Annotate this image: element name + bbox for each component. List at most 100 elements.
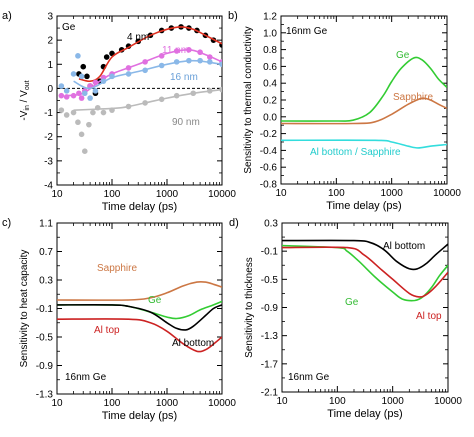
data-point bbox=[78, 73, 85, 80]
series-16-nm bbox=[58, 53, 222, 101]
x-tick-label: 10 bbox=[51, 398, 63, 409]
series-label: 11 nm bbox=[162, 45, 189, 56]
data-point bbox=[63, 88, 70, 94]
y-tick-label: -2.1 bbox=[261, 388, 279, 399]
data-point bbox=[70, 71, 77, 77]
panel-label: d) bbox=[229, 217, 239, 229]
x-tick-label: 100 bbox=[329, 396, 346, 407]
data-point bbox=[78, 95, 85, 101]
x-tick-label: 100 bbox=[328, 188, 345, 199]
y-tick-label: -0.4 bbox=[260, 146, 278, 157]
panel-label: b) bbox=[228, 10, 238, 22]
x-axis-label: Time delay (ps) bbox=[327, 408, 402, 420]
x-tick-label: 1000 bbox=[156, 398, 179, 409]
series-al-top bbox=[57, 318, 222, 353]
data-point bbox=[86, 121, 92, 128]
x-tick-label: 10 bbox=[275, 188, 287, 199]
y-tick-label: 1.1 bbox=[39, 219, 53, 230]
y-axis-label: Sensitivity to heat capacity bbox=[19, 250, 30, 368]
y-tick-label: -4 bbox=[44, 181, 53, 192]
y-tick-label: -0.9 bbox=[261, 303, 279, 314]
series-line bbox=[57, 280, 222, 301]
x-tick-label: 10 bbox=[51, 189, 63, 200]
series-label: Ge bbox=[345, 297, 359, 308]
y-axis-label-part: / V bbox=[19, 90, 30, 105]
fit-line bbox=[73, 88, 222, 111]
data-point bbox=[80, 63, 87, 70]
panel-label: a) bbox=[2, 10, 12, 22]
corner-label: 16nm Ge bbox=[65, 372, 107, 383]
series-ge bbox=[281, 56, 447, 122]
y-tick-label: -0.1 bbox=[36, 304, 54, 315]
series-ge bbox=[282, 244, 448, 302]
series-90-nm bbox=[58, 86, 222, 154]
plot-area bbox=[58, 24, 222, 154]
x-axis-label: Time delay (ps) bbox=[326, 200, 401, 212]
series-line bbox=[57, 318, 222, 353]
data-point bbox=[87, 95, 93, 101]
panel-a: 10 100 1000 10000 -4 -3 -2 -1 0 1 2 3 a) Time delay (… bbox=[2, 10, 236, 213]
y-axis-label-part: -V bbox=[19, 110, 30, 120]
x-tick-label: 100 bbox=[104, 189, 121, 200]
series-sapphire bbox=[281, 97, 447, 125]
series-label: Al bottom bbox=[383, 241, 425, 252]
y-tick-label: 0.3 bbox=[39, 276, 53, 287]
y-tick-label: 0.6 bbox=[263, 62, 277, 73]
y-tick-label: -0.1 bbox=[261, 247, 279, 258]
fit-line bbox=[78, 26, 222, 83]
corner-label: Ge bbox=[62, 22, 76, 33]
series-al-bottom-sapphire bbox=[281, 139, 447, 149]
x-tick-label: 10000 bbox=[433, 188, 461, 199]
series-label: Al top bbox=[416, 311, 442, 322]
data-point bbox=[84, 73, 90, 80]
data-point bbox=[70, 109, 77, 116]
plot-area bbox=[57, 280, 222, 353]
panel-c: 10 100 1000 10000 -1.3 -0.9 -0.5 -0.1 0.3 0.7 1.1 c… bbox=[2, 217, 236, 422]
series-line bbox=[281, 56, 447, 122]
corner-label: 16nm Ge bbox=[286, 26, 328, 37]
y-tick-label: -0.8 bbox=[260, 180, 278, 191]
series-ge bbox=[57, 300, 222, 320]
data-point bbox=[78, 131, 85, 138]
series-label: Al bottom bbox=[172, 338, 214, 349]
y-tick-label: 0 bbox=[47, 84, 53, 95]
series-label: Ge bbox=[396, 50, 410, 61]
y-axis-label-sub: out bbox=[24, 80, 31, 90]
y-tick-label: 0.2 bbox=[263, 96, 277, 107]
y-tick-label: -2 bbox=[44, 132, 53, 143]
series-label: Ge bbox=[148, 295, 162, 306]
series-label: Sapphire bbox=[97, 263, 137, 274]
plot-area bbox=[282, 239, 448, 302]
y-axis-label-sub: in bbox=[24, 105, 31, 111]
series-line bbox=[281, 139, 447, 149]
y-tick-label: 3 bbox=[47, 12, 53, 23]
y-axis-label: Sensitivity to thickness bbox=[244, 257, 255, 358]
x-axis-label: Time delay (ps) bbox=[102, 410, 177, 422]
y-tick-label: -3 bbox=[44, 156, 53, 167]
y-tick-label: 2 bbox=[47, 36, 53, 47]
x-tick-label: 10000 bbox=[208, 398, 236, 409]
panel-d: 10 100 1000 10000 -2.1 -1.7 -1.3 -0.9 -0.5 -0.1 0.… bbox=[229, 217, 462, 420]
corner-label: 16nm Ge bbox=[288, 372, 330, 383]
y-tick-label: -0.2 bbox=[260, 129, 278, 140]
x-tick-label: 10 bbox=[276, 396, 288, 407]
y-tick-label: -0.9 bbox=[36, 361, 54, 372]
y-tick-label: -1 bbox=[44, 108, 53, 119]
series-al-bottom bbox=[282, 239, 448, 271]
y-tick-label: -1.7 bbox=[261, 359, 279, 370]
y-tick-label: 0.3 bbox=[264, 219, 278, 230]
x-axis-label: Time delay (ps) bbox=[102, 201, 177, 213]
series-label: Al bottom / Sapphire bbox=[310, 147, 401, 158]
series-label: Al top bbox=[94, 325, 120, 336]
data-point bbox=[92, 88, 99, 94]
x-tick-label: 10000 bbox=[434, 396, 462, 407]
x-tick-label: 100 bbox=[104, 398, 121, 409]
panel-label: c) bbox=[2, 217, 11, 229]
series-label: Sapphire bbox=[393, 92, 433, 103]
x-tick-label: 10000 bbox=[208, 189, 236, 200]
y-tick-label: 1.2 bbox=[263, 12, 277, 23]
fit-line bbox=[66, 48, 222, 97]
series-label: 90 nm bbox=[172, 117, 200, 128]
data-point bbox=[58, 92, 65, 99]
